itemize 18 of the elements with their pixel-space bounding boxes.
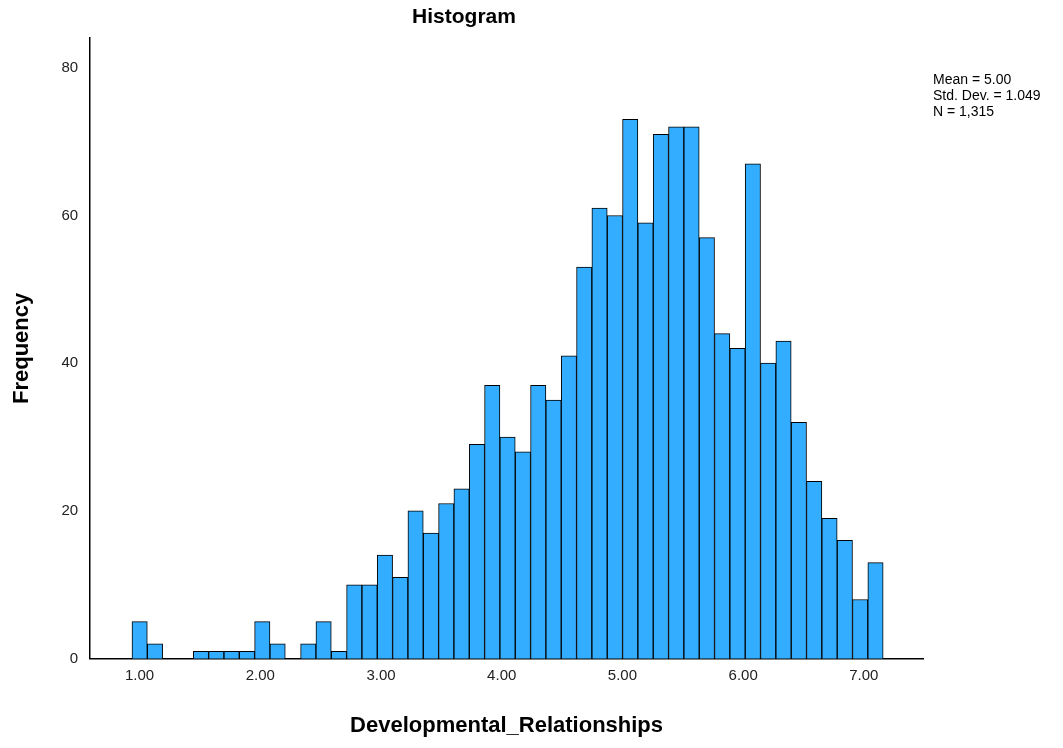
x-tick-label: 5.00 <box>607 665 638 683</box>
x-tick-label: 3.00 <box>366 665 396 683</box>
text: Std. Dev. = 1.049 <box>933 87 1041 104</box>
y-tick-label: 40 <box>61 353 79 371</box>
x-tick-label: 6.00 <box>728 665 758 683</box>
y-tick-label: 20 <box>61 501 79 519</box>
y-axis-title: Frequency <box>8 292 34 405</box>
x-tick-label: 4.00 <box>487 665 517 683</box>
x-axis-title: Developmental_Relationships <box>350 711 664 737</box>
y-tick-label: 0 <box>69 648 79 666</box>
text: Mean = 5.00 <box>933 71 1012 88</box>
text: N = 1,315 <box>933 103 995 120</box>
x-tick-label: 1.00 <box>124 665 155 683</box>
y-tick-label: 60 <box>61 205 79 223</box>
x-tick-label: 7.00 <box>849 665 879 683</box>
y-tick-label: 80 <box>61 57 79 75</box>
x-tick-label: 2.00 <box>245 665 275 683</box>
chart-title: Histogram <box>412 4 516 28</box>
